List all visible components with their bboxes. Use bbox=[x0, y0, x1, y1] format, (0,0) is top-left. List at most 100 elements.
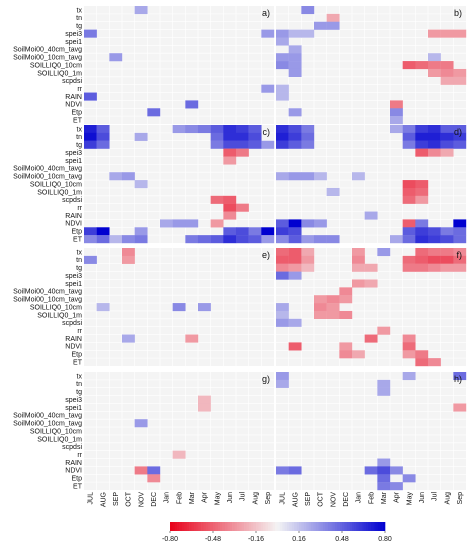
heatmap-cell bbox=[377, 379, 391, 388]
heatmap-cell bbox=[223, 140, 237, 149]
colorbar-segment bbox=[306, 522, 309, 531]
heatmap-cell bbox=[339, 310, 353, 319]
heatmap-cell bbox=[276, 235, 289, 244]
heatmap-cell bbox=[402, 61, 416, 70]
heatmap-cell bbox=[198, 235, 211, 244]
heatmap-cell bbox=[440, 148, 454, 157]
heatmap-cell bbox=[172, 450, 186, 459]
heatmap-cell bbox=[440, 227, 454, 236]
heatmap-cell bbox=[402, 334, 416, 343]
variable-label: NDVI bbox=[65, 102, 82, 109]
heatmap-cell bbox=[352, 350, 365, 359]
colorbar-segment bbox=[263, 522, 266, 531]
heatmap-cell bbox=[453, 403, 467, 412]
heatmap-cell bbox=[185, 125, 199, 134]
heatmap-cell bbox=[314, 303, 327, 312]
variable-label: tn bbox=[76, 15, 82, 22]
heatmap-cell bbox=[415, 358, 429, 367]
heatmap-cell bbox=[428, 358, 441, 367]
colorbar-segment bbox=[287, 522, 290, 531]
heatmap-cell bbox=[428, 132, 441, 141]
colorbar-segment bbox=[241, 522, 245, 531]
variable-label: tn bbox=[76, 257, 82, 264]
heatmap-cell bbox=[440, 248, 454, 257]
heatmap-cell bbox=[96, 235, 110, 244]
variable-label: rr bbox=[77, 452, 82, 459]
heatmap-cell bbox=[428, 125, 441, 134]
panel-a: a) bbox=[84, 6, 275, 124]
colorbar-tick-label: 0.80 bbox=[378, 536, 392, 543]
heatmap-cell bbox=[248, 227, 262, 236]
heatmap-cell bbox=[288, 342, 302, 351]
heatmap-cell bbox=[326, 13, 340, 22]
month-label: OCT bbox=[126, 491, 133, 507]
variable-label: SOILLIQ0_1m bbox=[37, 70, 82, 77]
heatmap-cell bbox=[377, 482, 391, 491]
heatmap-cell bbox=[301, 255, 315, 264]
heatmap-cell bbox=[276, 466, 289, 475]
heatmap-cell bbox=[440, 125, 454, 134]
heatmap-cell bbox=[134, 235, 148, 244]
panel-d: d) bbox=[276, 125, 467, 244]
heatmap-cell bbox=[185, 100, 199, 109]
colorbar-segment bbox=[339, 522, 343, 531]
heatmap-cell bbox=[210, 235, 224, 244]
heatmap-cell bbox=[223, 235, 237, 244]
heatmap-cell bbox=[210, 195, 224, 204]
variable-label: SOILLIQ0_10cm bbox=[30, 304, 82, 311]
colorbar-segment bbox=[193, 522, 197, 531]
heatmap-cell bbox=[314, 219, 327, 228]
heatmap-cell bbox=[314, 295, 327, 304]
heatmap-cell bbox=[453, 140, 467, 149]
variable-label: tg bbox=[76, 265, 82, 272]
heatmap-cell bbox=[134, 419, 148, 428]
month-label: Jan bbox=[356, 492, 363, 503]
variable-label: Etp bbox=[71, 476, 82, 483]
heatmap-cell bbox=[84, 29, 97, 38]
heatmap-cell bbox=[390, 482, 403, 491]
variable-label: SOILLIQ0_10cm bbox=[30, 181, 82, 188]
panel-b: b) bbox=[276, 6, 467, 125]
heatmap-cell bbox=[402, 187, 416, 196]
heatmap-cell bbox=[261, 140, 275, 149]
heatmap-cell bbox=[236, 203, 249, 212]
heatmap-cell bbox=[134, 466, 148, 475]
variable-label: spei3 bbox=[65, 273, 82, 280]
variable-label: SOILLIQ0_1m bbox=[37, 189, 82, 196]
colorbar-segment bbox=[315, 522, 319, 531]
month-label: Jun bbox=[227, 492, 234, 503]
colorbar-segment bbox=[380, 522, 383, 531]
heatmap-cell bbox=[440, 76, 454, 85]
colorbar-segment bbox=[325, 522, 328, 531]
month-label: May bbox=[214, 492, 221, 506]
heatmap-cell bbox=[288, 53, 302, 62]
heatmap-cell bbox=[276, 172, 289, 181]
heatmap-cell bbox=[84, 255, 97, 264]
panel-label: b) bbox=[454, 8, 462, 18]
heatmap-cell bbox=[415, 350, 429, 359]
colorbar-segment bbox=[377, 522, 381, 531]
colorbar-segment bbox=[208, 522, 211, 531]
panel-h: h) bbox=[276, 372, 467, 491]
heatmap-cell bbox=[301, 248, 315, 257]
colorbar-segment bbox=[220, 522, 223, 531]
heatmap-cell bbox=[248, 140, 262, 149]
heatmap-cell bbox=[288, 227, 302, 236]
heatmap-cell bbox=[428, 255, 441, 264]
heatmap-cell bbox=[109, 235, 123, 244]
colorbar-segment bbox=[358, 522, 362, 531]
colorbar-segment bbox=[310, 522, 314, 531]
heatmap-cell bbox=[185, 219, 199, 228]
month-label: Jan bbox=[164, 492, 171, 503]
variable-label: SoilMoi00_10cm_tavg bbox=[13, 174, 82, 181]
heatmap-cell bbox=[453, 68, 467, 77]
heatmap-cell bbox=[428, 235, 441, 244]
heatmap-cell bbox=[453, 248, 467, 257]
heatmap-cell bbox=[364, 263, 378, 272]
heatmap-cell bbox=[301, 235, 315, 244]
heatmap-panels: a) b) c) d) e) f) g) h) bbox=[84, 6, 467, 491]
month-label: SEP bbox=[305, 492, 312, 506]
colorbar-segment bbox=[258, 522, 262, 531]
heatmap-cell bbox=[352, 279, 365, 288]
